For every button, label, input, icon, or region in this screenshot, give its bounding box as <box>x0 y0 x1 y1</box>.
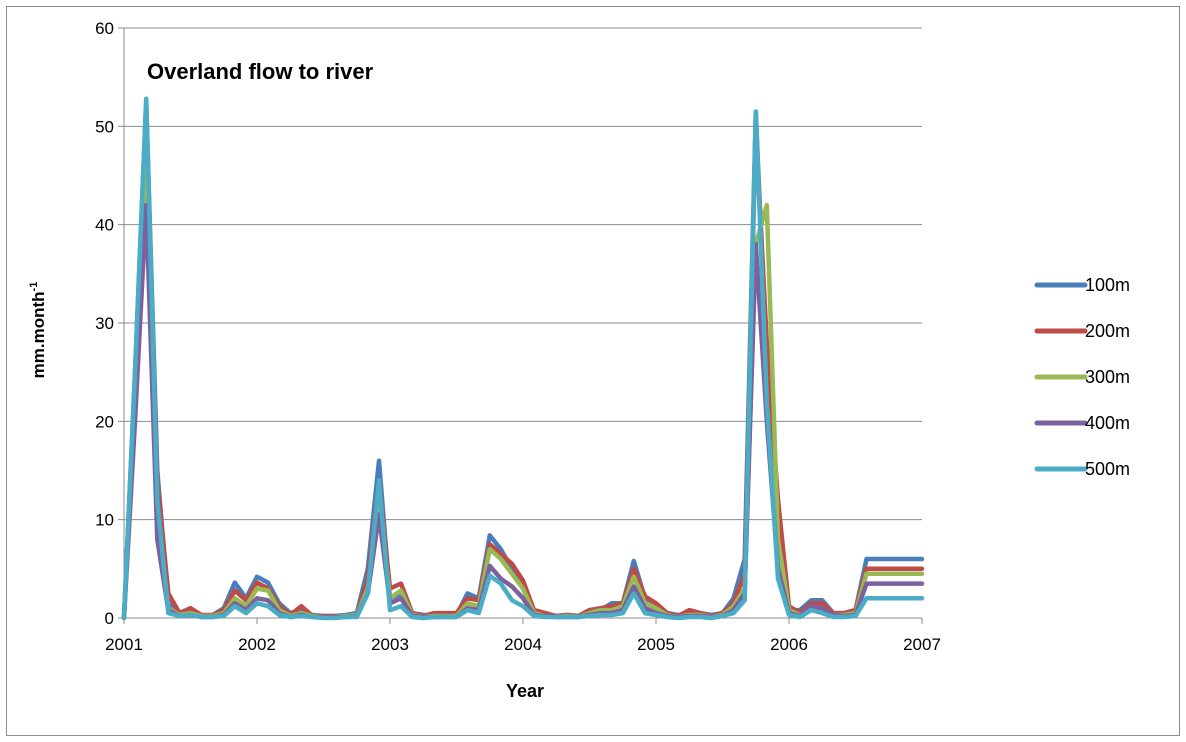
legend-label-200m: 200m <box>1085 321 1130 341</box>
series-line-100m <box>121 99 925 621</box>
y-axis-label: mm.month-1 <box>28 282 48 379</box>
gridlines <box>123 27 922 619</box>
legend: 100m 200m 300m 400m 500m <box>1034 275 1130 479</box>
x-tick-label: 2004 <box>504 635 542 654</box>
y-tick-label: 40 <box>95 216 114 235</box>
y-tick-label: 50 <box>95 117 114 136</box>
x-tick-label: 2006 <box>770 635 808 654</box>
x-tick-label: 2005 <box>637 635 675 654</box>
x-tick-label: 2007 <box>903 635 941 654</box>
series-line-500m <box>121 96 925 621</box>
series-line-400m <box>121 202 925 621</box>
y-axis-ticks: 0 10 20 30 40 50 60 <box>95 19 124 628</box>
chart-title: Overland flow to river <box>147 59 374 84</box>
series-line-200m <box>121 124 925 621</box>
series-lines <box>121 96 925 621</box>
y-tick-label: 30 <box>95 314 114 333</box>
x-tick-label: 2001 <box>105 635 143 654</box>
y-tick-label: 60 <box>95 19 114 38</box>
y-axis-label-text: mm.month <box>29 291 48 378</box>
legend-label-500m: 500m <box>1085 459 1130 479</box>
x-axis-ticks: 2001 2002 2003 2004 2005 2006 2007 <box>105 618 941 654</box>
y-axis-label-superscript: -1 <box>28 282 40 292</box>
series-line-300m <box>121 143 925 621</box>
y-tick-label: 20 <box>95 412 114 431</box>
legend-label-100m: 100m <box>1085 275 1130 295</box>
y-tick-label: 10 <box>95 511 114 530</box>
x-axis-label: Year <box>506 681 544 701</box>
legend-label-300m: 300m <box>1085 367 1130 387</box>
legend-label-400m: 400m <box>1085 413 1130 433</box>
x-tick-label: 2003 <box>371 635 409 654</box>
y-tick-label: 0 <box>105 609 114 628</box>
x-tick-label: 2002 <box>238 635 276 654</box>
chart-frame: 0 10 20 30 40 50 60 2001 2002 2003 2004 2005 2006 20… <box>6 6 1180 736</box>
